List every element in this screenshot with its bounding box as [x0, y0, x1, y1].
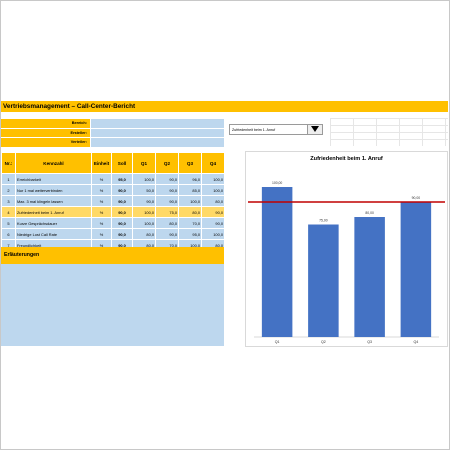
x-tick-label: Q3 [367, 340, 372, 344]
table-row[interactable]: 1 Erreichbarkeit% 95,0 100,0 90,0 96,0 100,0 [1, 173, 225, 185]
table-cell: 90,0 [201, 206, 225, 218]
kpi-table: Nr.: Kennzahl Einheit Soll Q1 Q2 Q3 Q4 1 Erreich… [1, 152, 225, 251]
data-label: 100,00 [272, 181, 282, 185]
table-cell: Max. 3 mal klingeln lassen [15, 195, 92, 207]
x-tick-label: Q2 [321, 340, 326, 344]
table-cell: Zufriedenheit beim 1. Anruf [15, 206, 92, 218]
report-title: Vertriebsmanagement – Call-Center-Berich… [1, 101, 448, 112]
table-cell: 4 [1, 206, 16, 218]
table-cell: 90,0 [155, 195, 179, 207]
table-cell: 100,0 [201, 228, 225, 240]
data-label: 80,00 [365, 211, 374, 215]
explanations-area[interactable] [1, 264, 224, 346]
table-cell: 80,0 [178, 206, 202, 218]
table-cell: Kurze Gesprächsdauer [15, 217, 92, 229]
meta-section: Bereich: Ersteller: Verteiler: [1, 119, 224, 148]
table-cell: 90,0 [111, 184, 133, 196]
verteiler-field[interactable] [90, 138, 224, 147]
table-cell: Erreichbarkeit [15, 173, 92, 185]
table-cell: 70,0 [178, 217, 202, 229]
kpi-selector-dropdown[interactable]: Zufriedenheit beim 1. Anruf [229, 124, 323, 135]
table-cell: 100,0 [132, 173, 156, 185]
meta-row-bereich: Bereich: [1, 119, 224, 129]
table-cell: Niedrige Lost Call Rate [15, 228, 92, 240]
meta-row-ersteller: Ersteller: [1, 128, 224, 138]
sheet-gridlines [330, 118, 448, 146]
column-header: Q3 [178, 152, 202, 174]
chart-title: Zufriedenheit beim 1. Anruf [310, 156, 383, 162]
table-cell: 100,0 [201, 173, 225, 185]
column-header: Q1 [132, 152, 156, 174]
bar-chart: Zufriedenheit beim 1. Anruf 100,00 Q1 75,0… [245, 151, 448, 347]
bar-q3 [354, 217, 385, 337]
table-cell: 80,0 [155, 217, 179, 229]
column-header: Kennzahl [15, 152, 92, 174]
table-cell: 5 [1, 217, 16, 229]
meta-label: Verteiler: [1, 138, 90, 147]
table-cell: 95,0 [111, 173, 133, 185]
table-cell: 90,0 [111, 217, 133, 229]
table-cell: 90,0 [155, 184, 179, 196]
table-cell: 90,0 [111, 206, 133, 218]
dropdown-arrow-button[interactable] [307, 125, 322, 134]
table-cell: 2 [1, 184, 16, 196]
table-cell: 100,0 [132, 217, 156, 229]
table-cell: 1 [1, 173, 16, 185]
table-cell: Nur 1 mal weiterverbinden [15, 184, 92, 196]
table-cell: 90,0 [201, 217, 225, 229]
column-header: Nr.: [1, 152, 16, 174]
bar-q4 [400, 202, 432, 337]
table-row[interactable]: 3 Max. 3 mal klingeln lassen% 90,0 90,0 90,0… [1, 195, 225, 207]
table-row[interactable]: 6 Niedrige Lost Call Rate% 90,0 80,0 90,0 95,… [1, 228, 225, 240]
table-cell: 85,0 [178, 184, 202, 196]
column-header: Soll [111, 152, 133, 174]
table-body: 1 Erreichbarkeit% 95,0 100,0 90,0 96,0 100,0 2 N… [1, 173, 225, 251]
table-cell: % [91, 206, 112, 218]
explanations-heading: Erläuterungen [1, 247, 224, 264]
table-cell: % [91, 228, 112, 240]
data-label: 75,00 [319, 219, 328, 223]
table-row[interactable]: 4 Zufriedenheit beim 1. Anruf% 90,0 100,0 75… [1, 206, 225, 218]
meta-label: Bereich: [1, 119, 90, 128]
table-cell: 50,0 [132, 184, 156, 196]
table-cell: 80,0 [132, 228, 156, 240]
chevron-down-icon [311, 126, 319, 132]
bar-q1 [261, 187, 293, 337]
data-label: 90,00 [412, 196, 421, 200]
ersteller-field[interactable] [90, 128, 224, 137]
bar-q2 [308, 224, 339, 337]
table-row[interactable]: 5 Kurze Gesprächsdauer% 90,0 100,0 80,0 70,0 9… [1, 217, 225, 229]
table-cell: 3 [1, 195, 16, 207]
table-cell: 90,0 [111, 228, 133, 240]
table-cell: 100,0 [201, 184, 225, 196]
table-cell: % [91, 195, 112, 207]
meta-label: Ersteller: [1, 128, 90, 137]
chart-plot: 100,00 Q1 75,00 Q2 80,00 Q3 90,00 Q4 [248, 181, 445, 344]
table-cell: 75,0 [155, 206, 179, 218]
table-cell: 90,0 [155, 228, 179, 240]
table-header-row: Nr.: Kennzahl Einheit Soll Q1 Q2 Q3 Q4 [1, 152, 225, 174]
table-cell: 90,0 [111, 195, 133, 207]
table-cell: 6 [1, 228, 16, 240]
table-row[interactable]: 2 Nur 1 mal weiterverbinden% 90,0 50,0 90,0 8… [1, 184, 225, 196]
table-cell: % [91, 173, 112, 185]
table-cell: 80,0 [201, 195, 225, 207]
kpi-selector-value: Zufriedenheit beim 1. Anruf [232, 128, 276, 132]
table-cell: 96,0 [178, 173, 202, 185]
table-cell: 95,0 [178, 228, 202, 240]
table-cell: 90,0 [155, 173, 179, 185]
bereich-field[interactable] [90, 119, 224, 128]
meta-row-verteiler: Verteiler: [1, 138, 224, 148]
table-cell: % [91, 217, 112, 229]
x-tick-label: Q1 [275, 340, 280, 344]
column-header: Q4 [201, 152, 225, 174]
table-cell: 100,0 [132, 206, 156, 218]
column-header: Einheit [91, 152, 112, 174]
x-tick-label: Q4 [413, 340, 418, 344]
table-cell: 100,0 [178, 195, 202, 207]
column-header: Q2 [155, 152, 179, 174]
table-cell: % [91, 184, 112, 196]
table-cell: 90,0 [132, 195, 156, 207]
